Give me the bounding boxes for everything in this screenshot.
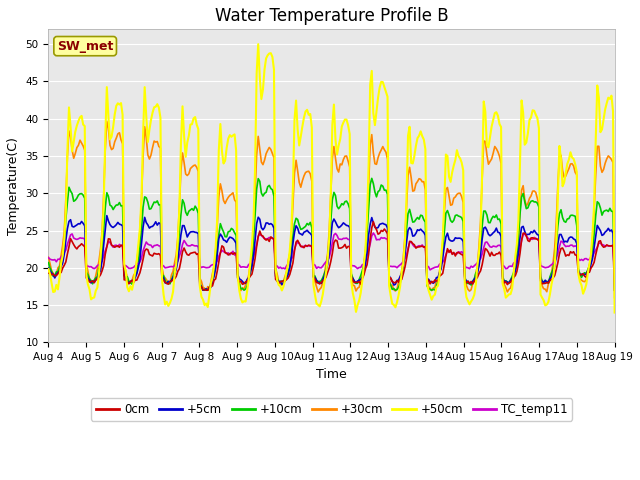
Title: Water Temperature Profile B: Water Temperature Profile B bbox=[215, 7, 449, 25]
Legend: 0cm, +5cm, +10cm, +30cm, +50cm, TC_temp11: 0cm, +5cm, +10cm, +30cm, +50cm, TC_temp1… bbox=[91, 398, 572, 421]
X-axis label: Time: Time bbox=[316, 368, 347, 381]
Y-axis label: Temperature(C): Temperature(C) bbox=[7, 137, 20, 235]
Text: SW_met: SW_met bbox=[57, 40, 113, 53]
